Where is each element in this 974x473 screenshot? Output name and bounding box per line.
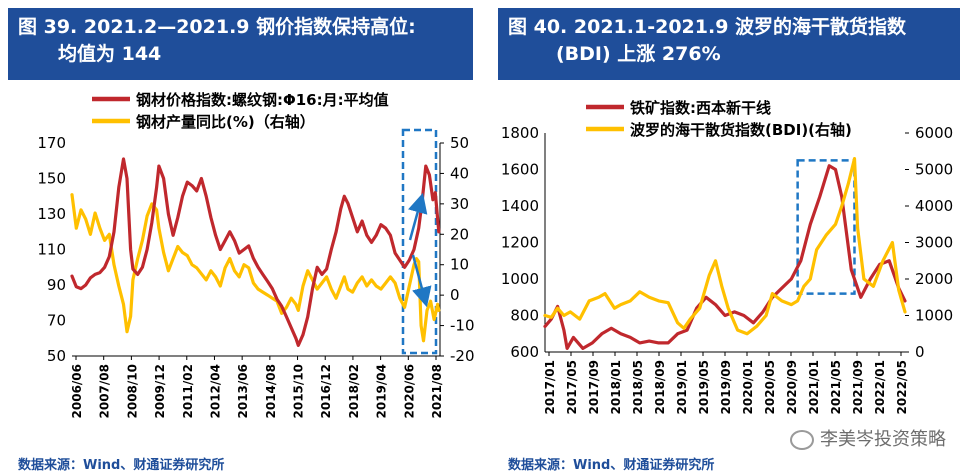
y-left-tick-label: 1800 — [501, 124, 539, 142]
y-left-tick-label: 1200 — [501, 234, 539, 252]
right-source: 数据来源：Wind、财通证券研究所 — [508, 458, 715, 473]
x-tick-label: 2018/05 — [631, 360, 645, 414]
wechat-icon — [790, 430, 814, 450]
y-right-tick-label: 6000 — [915, 124, 953, 142]
arrow-down — [411, 254, 432, 308]
x-tick-label: 2019/01 — [675, 360, 689, 414]
y-left-tick-label: 110 — [37, 241, 66, 259]
y-left-tick-label: 70 — [47, 312, 66, 330]
y-right-tick-label: 3000 — [915, 234, 953, 252]
x-tick-label: 2020/05 — [763, 360, 777, 414]
arrow-up — [408, 192, 428, 241]
x-tick-label: 2012/04 — [208, 364, 222, 418]
x-tick-label: 2021/09 — [851, 360, 865, 414]
y-right-tick-label: 5000 — [915, 161, 953, 179]
left-source: 数据来源：Wind、财通证券研究所 — [18, 458, 225, 473]
highlight-dashed-box — [796, 159, 856, 295]
legend-label-red: 铁矿指数:西本新干线 — [630, 99, 771, 117]
highlight-dashed-box — [401, 128, 438, 355]
x-tick-label: 2014/08 — [264, 364, 278, 418]
y-right-tick-label: 30 — [450, 195, 469, 213]
x-tick-label: 2009/12 — [153, 364, 167, 418]
y-left-tick-label: 130 — [37, 205, 66, 223]
x-tick-label: 2020/01 — [741, 360, 755, 414]
legend-label-red: 钢材价格指数:螺纹钢:Φ16:月:平均值 — [136, 91, 389, 109]
right-chart-title: 图 40. 2021.1-2021.9 波罗的海干散货指数 (BDI) 上涨 2… — [498, 8, 960, 80]
y-left-tick-label: 150 — [37, 170, 66, 188]
x-tick-label: 2013/06 — [236, 364, 250, 418]
y-left-tick-label: 800 — [510, 307, 539, 325]
y-left-tick-label: 1600 — [501, 161, 539, 179]
left-title-line2: 均值为 144 — [58, 43, 162, 65]
series-line-yellow — [543, 157, 907, 336]
left-chart-title: 图 39. 2021.2—2021.9 钢价指数保持高位: 均值为 144 — [8, 8, 473, 80]
right-panel: 图 40. 2021.1-2021.9 波罗的海干散货指数 (BDI) 上涨 2… — [490, 0, 974, 473]
x-tick-label: 2011/02 — [181, 364, 195, 418]
x-tick-label: 2008/10 — [125, 364, 139, 418]
y-right-tick-label: 1000 — [915, 307, 953, 325]
x-tick-label: 2021/05 — [829, 360, 843, 414]
x-tick-label: 2020/06 — [402, 364, 416, 418]
x-tick-label: 2018/09 — [653, 360, 667, 414]
y-left-tick-label: 1400 — [501, 197, 539, 215]
x-tick-label: 2022/01 — [873, 360, 887, 414]
series-line-yellow — [70, 193, 441, 343]
right-chart: 600 800 1000 1200 1400 1600 1800 0 1000 2000 3000 4… — [501, 99, 953, 414]
y-right-tick-label: 2000 — [915, 270, 953, 288]
x-tick-label: 2017/01 — [543, 360, 557, 414]
y-left-tick-label: 170 — [37, 134, 66, 152]
left-title-line1: 图 39. 2021.2—2021.9 钢价指数保持高位: — [18, 16, 416, 38]
y-right-tick-label: 40 — [450, 164, 469, 182]
legend-label-yellow: 波罗的海干散货指数(BDI)(右轴) — [630, 121, 852, 139]
left-chart: 50 70 90 110 130 150 170 -20 -10 0 10 20 30 40 50 2006/… — [37, 91, 475, 418]
y-left-tick-label: 600 — [510, 343, 539, 361]
watermark-text: 李美岑投资策略 — [820, 429, 946, 450]
x-tick-label: 2016/12 — [319, 364, 333, 418]
y-right-tick-label: 0 — [450, 286, 460, 304]
y-right-tick-label: 10 — [450, 256, 469, 274]
x-tick-label: 2020/09 — [785, 360, 799, 414]
x-tick-label: 2019/05 — [697, 360, 711, 414]
y-right-tick-label: -10 — [450, 317, 475, 335]
right-title-line1: 图 40. 2021.1-2021.9 波罗的海干散货指数 — [508, 16, 907, 38]
y-right-tick-label: 50 — [450, 134, 469, 152]
y-right-tick-label: 0 — [915, 343, 925, 361]
x-tick-label: 2018/02 — [347, 364, 361, 418]
x-tick-label: 2019/04 — [375, 364, 389, 418]
right-title-line2: (BDI) 上涨 276% — [556, 43, 721, 65]
y-right-tick-label: 4000 — [915, 197, 953, 215]
x-tick-label: 2021/01 — [807, 360, 821, 414]
x-tick-label: 2021/08 — [430, 364, 444, 418]
x-tick-label: 2019/09 — [719, 360, 733, 414]
y-right-tick-label: -20 — [450, 347, 475, 365]
y-left-tick-label: 1000 — [501, 270, 539, 288]
watermark: 李美岑投资策略 — [790, 425, 946, 451]
x-tick-label: 2022/05 — [895, 360, 909, 414]
x-tick-label: 2017/09 — [587, 360, 601, 414]
series-line-red — [543, 164, 907, 350]
x-tick-label: 2006/06 — [70, 364, 84, 418]
x-tick-label: 2018/01 — [609, 360, 623, 414]
x-tick-label: 2007/08 — [98, 364, 112, 418]
y-right-tick-label: 20 — [450, 225, 469, 243]
left-panel: 图 39. 2021.2—2021.9 钢价指数保持高位: 均值为 144 50… — [8, 8, 475, 473]
y-left-tick-label: 90 — [47, 276, 66, 294]
x-tick-label: 2017/05 — [565, 360, 579, 414]
series-line-red — [70, 157, 441, 347]
y-left-tick-label: 50 — [47, 347, 66, 365]
legend-label-yellow: 钢材产量同比(%)（右轴） — [136, 113, 315, 131]
x-tick-label: 2015/10 — [292, 364, 306, 418]
